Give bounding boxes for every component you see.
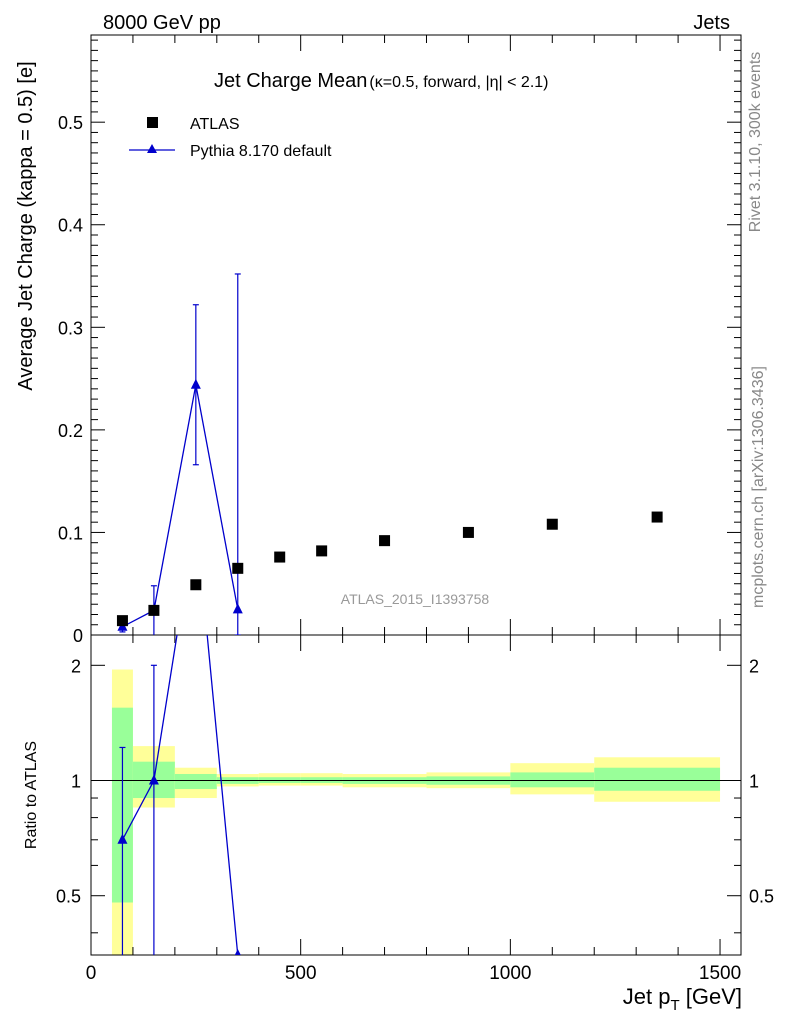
- x-axis-label: Jet pT [GeV]: [623, 984, 742, 1014]
- ratio-y-tick-label-right: 2: [749, 656, 759, 676]
- pythia-ratio-point: [117, 833, 128, 844]
- tick-labels: 0 0.1 0.2 0.3 0.4 0.5 0.5 0.5 1 1 2 2 0 500 1000 1500: [56, 113, 774, 984]
- process-label: Jets: [693, 12, 730, 34]
- pythia-ratio-point: [234, 949, 241, 955]
- main-plot-frame: [90, 34, 742, 636]
- atlas-point: [651, 511, 663, 523]
- main-y-tick-label: 0.1: [58, 523, 83, 543]
- energy-label: 8000 GeV pp: [103, 12, 221, 34]
- main-y-tick-label: 0: [73, 626, 83, 646]
- atlas-point: [546, 518, 558, 530]
- legend-atlas-marker: [147, 117, 158, 128]
- main-y-tick-label: 0.4: [58, 216, 83, 236]
- atlas-point: [148, 604, 160, 616]
- x-tick-label: 1500: [699, 963, 741, 984]
- x-tick-label: 0: [86, 963, 97, 984]
- atlas-point: [462, 526, 474, 538]
- atlas-point: [316, 545, 328, 557]
- pythia-point: [232, 603, 243, 614]
- main-y-tick-label: 0.5: [58, 113, 83, 133]
- main-y-axis-label: Average Jet Charge (kappa = 0.5) [e]: [15, 61, 37, 390]
- legend-pythia-label: Pythia 8.170 default: [190, 143, 332, 160]
- rivet-version-label: Rivet 3.1.10, 300k events: [747, 52, 764, 233]
- ratio-y-tick-label-right: 0.5: [749, 887, 774, 907]
- atlas-point: [274, 551, 286, 563]
- pythia-line: [122, 384, 239, 628]
- x-tick-label: 500: [285, 963, 317, 984]
- legend: ATLAS Pythia 8.170 default: [129, 116, 332, 160]
- ratio-bands: [111, 669, 721, 955]
- main-y-tick-label: 0.3: [58, 318, 83, 338]
- legend-atlas-label: ATLAS: [190, 116, 240, 133]
- ratio-plot-frame: [90, 634, 742, 956]
- ratio-y-tick-label-left: 2: [71, 656, 81, 676]
- pythia-ratio-point: [148, 774, 159, 785]
- ratio-y-tick-label-left: 0.5: [56, 887, 81, 907]
- main-plot-content: [116, 273, 663, 635]
- stat-uncertainty-band: [174, 773, 217, 790]
- ratio-y-tick-label-left: 1: [71, 772, 81, 792]
- atlas-point: [190, 579, 202, 591]
- atlas-point: [232, 562, 244, 574]
- x-tick-label: 1000: [489, 963, 531, 984]
- stat-uncertainty-band: [594, 767, 721, 791]
- atlas-point: [116, 615, 128, 627]
- mcplots-label: mcplots.cern.ch [arXiv:1306.3436]: [750, 366, 767, 608]
- axis-ticks: [90, 35, 741, 955]
- ratio-y-tick-label-right: 1: [749, 772, 759, 792]
- chart-title: Jet Charge Mean (κ=0.5, forward, |η| < 2.…: [214, 70, 548, 92]
- stat-uncertainty-band: [510, 772, 595, 788]
- pythia-ratio-line: [121, 635, 239, 955]
- pythia-point: [190, 378, 201, 389]
- legend-pythia-marker: [147, 144, 157, 153]
- ratio-y-axis-label: Ratio to ATLAS: [23, 741, 40, 849]
- atlas-point: [379, 535, 391, 547]
- ratio-plot-content: [117, 635, 241, 955]
- main-y-tick-label: 0.2: [58, 421, 83, 441]
- analysis-watermark: ATLAS_2015_I1393758: [341, 591, 490, 607]
